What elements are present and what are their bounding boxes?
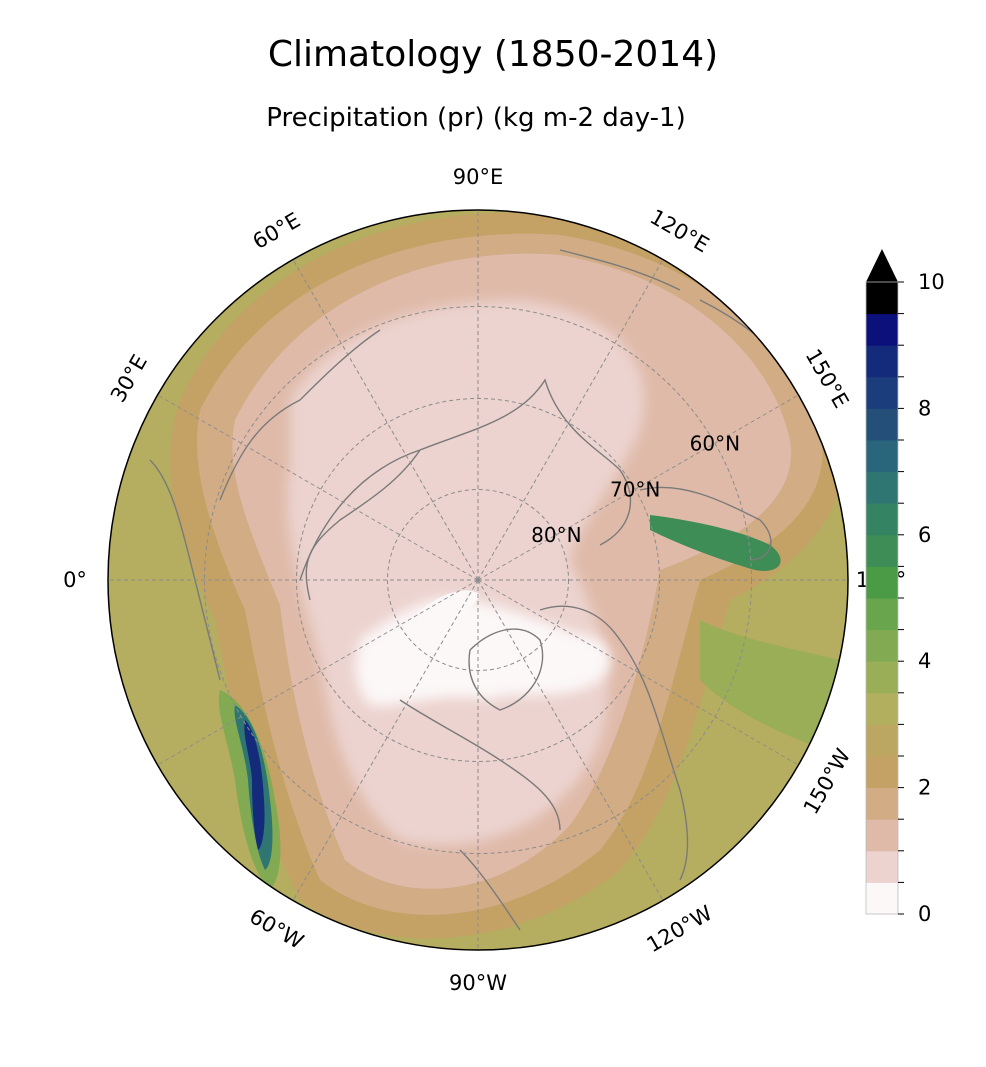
meridian-line: [292, 579, 479, 901]
latitude-label: 70°N: [610, 477, 660, 501]
colorbar-band: [866, 345, 898, 378]
latitude-label: 60°N: [690, 431, 740, 455]
colorbar-band: [866, 598, 898, 631]
colorbar-band: [866, 850, 898, 883]
colorbar-tick-label: 10: [918, 270, 945, 294]
colorbar-band: [866, 882, 898, 915]
colorbar-band: [866, 282, 898, 315]
colorbar-tick-label: 0: [918, 902, 931, 926]
colorbar: 0 2 4 6 8 10: [865, 249, 945, 926]
longitude-label: 90°E: [453, 165, 504, 189]
colorbar-band: [866, 503, 898, 536]
longitude-label: 60°W: [245, 904, 307, 954]
colorbar-band: [866, 471, 898, 504]
meridian-line: [292, 259, 479, 581]
colorbar-tick-label: 6: [918, 523, 931, 547]
colorbar-tick-label: 8: [918, 396, 931, 420]
colorbar-band: [866, 534, 898, 567]
colorbar-band: [866, 408, 898, 441]
graticule: [108, 210, 848, 950]
longitude-label: 0°: [63, 568, 87, 592]
meridian-line: [477, 579, 799, 766]
colorbar-band: [866, 313, 898, 346]
latitude-circle-80: [387, 489, 569, 671]
map-boundary: [107, 209, 849, 951]
colorbar-band: [866, 819, 898, 852]
longitude-label: 30°E: [106, 351, 152, 407]
colorbar-band: [866, 724, 898, 757]
latitude-labels: 60°N 70°N 80°N: [531, 431, 740, 547]
colorbar-band: [866, 692, 898, 725]
latitude-label: 80°N: [531, 523, 581, 547]
meridian-line: [477, 394, 799, 581]
longitude-label: 60°E: [249, 208, 305, 254]
longitude-label: 90°W: [449, 971, 507, 995]
colorbar-band: [866, 756, 898, 789]
colorbar-band: [866, 661, 898, 694]
colorbar-tick-label: 4: [918, 649, 931, 673]
longitude-label: 120°W: [643, 901, 717, 958]
colorbar-band: [866, 440, 898, 473]
colorbar-band: [866, 566, 898, 599]
figure-title: Climatology (1850-2014): [267, 34, 719, 75]
longitude-label: 150°E: [801, 345, 854, 412]
colorbar-band: [866, 376, 898, 409]
figure-subtitle: Precipitation (pr) (kg m-2 day-1): [266, 103, 686, 133]
meridian-line: [477, 579, 664, 901]
meridian-line: [157, 394, 479, 581]
colorbar-tick-label: 2: [918, 776, 931, 800]
latitude-circle-70: [296, 398, 660, 762]
longitude-label: 150°W: [799, 744, 856, 818]
colorbar-extend-arrow: [866, 249, 898, 282]
colorbar-band: [866, 787, 898, 820]
longitude-label: 120°E: [646, 205, 713, 258]
meridian-line: [157, 579, 479, 766]
colorbar-band: [866, 629, 898, 662]
meridian-line: [477, 259, 664, 581]
